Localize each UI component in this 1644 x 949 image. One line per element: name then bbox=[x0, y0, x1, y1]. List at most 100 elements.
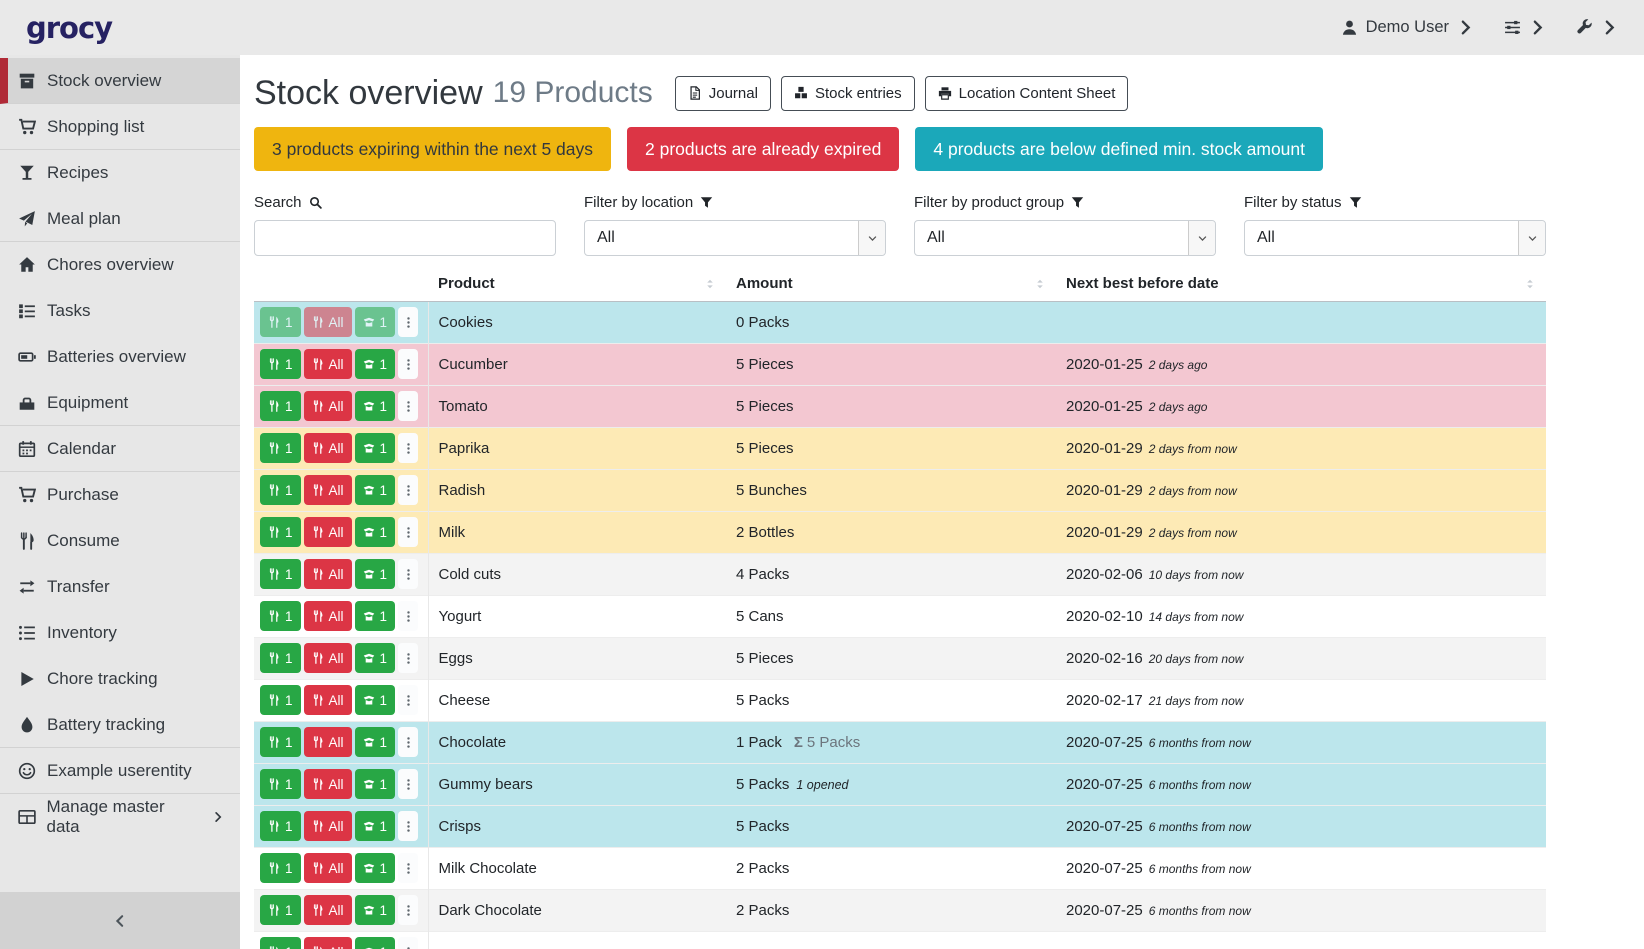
open-one-button[interactable]: 1 bbox=[354, 769, 396, 799]
consume-one-button[interactable]: 1 bbox=[260, 937, 301, 949]
row-more-menu-button[interactable] bbox=[398, 307, 419, 337]
admin-menu[interactable] bbox=[1576, 19, 1618, 36]
sidebar-item-inventory[interactable]: Inventory bbox=[0, 610, 240, 656]
open-one-button[interactable]: 1 bbox=[354, 391, 396, 421]
open-one-button[interactable]: 1 bbox=[354, 811, 396, 841]
consume-one-button[interactable]: 1 bbox=[260, 601, 301, 631]
consume-all-button[interactable]: All bbox=[303, 475, 352, 505]
open-one-button[interactable]: 1 bbox=[354, 601, 396, 631]
row-more-menu-button[interactable] bbox=[398, 769, 419, 799]
consume-one-button[interactable]: 1 bbox=[260, 685, 301, 715]
sidebar-item-batteries-overview[interactable]: Batteries overview bbox=[0, 334, 240, 380]
row-more-menu-button[interactable] bbox=[398, 559, 419, 589]
consume-all-button[interactable]: All bbox=[303, 517, 352, 547]
consume-all-button[interactable]: All bbox=[303, 643, 352, 673]
sidebar-item-consume[interactable]: Consume bbox=[0, 518, 240, 564]
consume-all-button[interactable]: All bbox=[303, 937, 352, 949]
row-more-menu-button[interactable] bbox=[398, 601, 419, 631]
consume-all-button[interactable]: All bbox=[303, 727, 352, 757]
consume-one-button[interactable]: 1 bbox=[260, 349, 301, 379]
open-one-button[interactable]: 1 bbox=[354, 685, 396, 715]
row-more-menu-button[interactable] bbox=[398, 391, 419, 421]
location-content-sheet-button[interactable]: Location Content Sheet bbox=[924, 75, 1129, 111]
status-filter-select[interactable]: All bbox=[1244, 220, 1546, 256]
open-one-button[interactable]: 1 bbox=[354, 517, 396, 547]
location-filter-select[interactable]: All bbox=[584, 220, 886, 256]
consume-one-button[interactable]: 1 bbox=[260, 727, 301, 757]
consume-one-button[interactable]: 1 bbox=[260, 307, 301, 337]
consume-one-button[interactable]: 1 bbox=[260, 475, 301, 505]
expiring-products-alert[interactable]: 3 products expiring within the next 5 da… bbox=[254, 127, 612, 171]
consume-all-button[interactable]: All bbox=[303, 307, 352, 337]
sidebar-item-calendar[interactable]: Calendar bbox=[0, 426, 240, 472]
sidebar-item-equipment[interactable]: Equipment bbox=[0, 380, 240, 426]
sidebar-item-chore-tracking[interactable]: Chore tracking bbox=[0, 656, 240, 702]
sidebar-item-battery-tracking[interactable]: Battery tracking bbox=[0, 702, 240, 748]
consume-one-button[interactable]: 1 bbox=[260, 433, 301, 463]
open-one-button[interactable]: 1 bbox=[354, 475, 396, 505]
open-one-button[interactable]: 1 bbox=[354, 895, 396, 925]
row-more-menu-button[interactable] bbox=[398, 727, 419, 757]
consume-all-button[interactable]: All bbox=[303, 601, 352, 631]
open-one-button[interactable]: 1 bbox=[354, 349, 396, 379]
consume-one-button[interactable]: 1 bbox=[260, 853, 301, 883]
sidebar-item-example-userentity[interactable]: Example userentity bbox=[0, 748, 240, 794]
sidebar-item-chores-overview[interactable]: Chores overview bbox=[0, 242, 240, 288]
row-more-menu-button[interactable] bbox=[398, 475, 419, 505]
sidebar-item-transfer[interactable]: Transfer bbox=[0, 564, 240, 610]
consume-all-button[interactable]: All bbox=[303, 391, 352, 421]
open-one-button[interactable]: 1 bbox=[354, 307, 396, 337]
consume-one-button[interactable]: 1 bbox=[260, 391, 301, 421]
date-column-header[interactable]: Next best before date bbox=[1056, 268, 1546, 302]
sidebar-collapse-button[interactable] bbox=[0, 892, 240, 949]
row-more-menu-button[interactable] bbox=[398, 853, 419, 883]
sidebar-item-tasks[interactable]: Tasks bbox=[0, 288, 240, 334]
row-more-menu-button[interactable] bbox=[398, 643, 419, 673]
row-more-menu-button[interactable] bbox=[398, 895, 419, 925]
open-one-button[interactable]: 1 bbox=[354, 853, 396, 883]
consume-one-button[interactable]: 1 bbox=[260, 895, 301, 925]
row-more-menu-button[interactable] bbox=[398, 349, 419, 379]
sidebar-item-recipes[interactable]: Recipes bbox=[0, 150, 240, 196]
open-one-button[interactable]: 1 bbox=[354, 433, 396, 463]
row-more-menu-button[interactable] bbox=[398, 517, 419, 547]
consume-all-button[interactable]: All bbox=[303, 853, 352, 883]
product-group-filter-select[interactable]: All bbox=[914, 220, 1216, 256]
row-more-menu-button[interactable] bbox=[398, 433, 419, 463]
search-input[interactable] bbox=[254, 220, 556, 256]
expired-products-alert[interactable]: 2 products are already expired bbox=[627, 127, 900, 171]
consume-all-button[interactable]: All bbox=[303, 895, 352, 925]
consume-one-button[interactable]: 1 bbox=[260, 811, 301, 841]
sidebar-item-shopping-list[interactable]: Shopping list bbox=[0, 104, 240, 150]
row-more-menu-button[interactable] bbox=[398, 811, 419, 841]
journal-button[interactable]: Journal bbox=[674, 75, 771, 111]
sidebar-item-purchase[interactable]: Purchase bbox=[0, 472, 240, 518]
user-menu[interactable]: Demo User bbox=[1341, 18, 1474, 37]
consume-all-button[interactable]: All bbox=[303, 811, 352, 841]
consume-all-button[interactable]: All bbox=[303, 685, 352, 715]
settings-menu[interactable] bbox=[1504, 19, 1546, 36]
sidebar-item-stock-overview[interactable]: Stock overview bbox=[0, 58, 240, 104]
consume-one-button[interactable]: 1 bbox=[260, 769, 301, 799]
consume-all-button[interactable]: All bbox=[303, 769, 352, 799]
consume-one-button[interactable]: 1 bbox=[260, 643, 301, 673]
open-one-button[interactable]: 1 bbox=[354, 559, 396, 589]
consume-all-button[interactable]: All bbox=[303, 559, 352, 589]
consume-one-button[interactable]: 1 bbox=[260, 517, 301, 547]
row-more-menu-button[interactable] bbox=[398, 685, 419, 715]
consume-one-button[interactable]: 1 bbox=[260, 559, 301, 589]
below-min-stock-alert[interactable]: 4 products are below defined min. stock … bbox=[915, 127, 1323, 171]
sidebar-item-manage-master-data[interactable]: Manage master data bbox=[0, 794, 240, 840]
amount-column-header[interactable]: Amount bbox=[726, 268, 1056, 302]
row-more-menu-button[interactable] bbox=[398, 937, 419, 949]
open-one-button[interactable]: 1 bbox=[354, 937, 396, 949]
consume-all-button[interactable]: All bbox=[303, 433, 352, 463]
product-column-header[interactable]: Product bbox=[428, 268, 726, 302]
open-one-button[interactable]: 1 bbox=[354, 727, 396, 757]
sidebar-item-meal-plan[interactable]: Meal plan bbox=[0, 196, 240, 242]
stock-entries-button[interactable]: Stock entries bbox=[780, 75, 915, 111]
app-logo[interactable]: grocy bbox=[26, 10, 113, 45]
open-one-button[interactable]: 1 bbox=[354, 643, 396, 673]
consume-all-button[interactable]: All bbox=[303, 349, 352, 379]
utensils-icon bbox=[312, 610, 324, 622]
